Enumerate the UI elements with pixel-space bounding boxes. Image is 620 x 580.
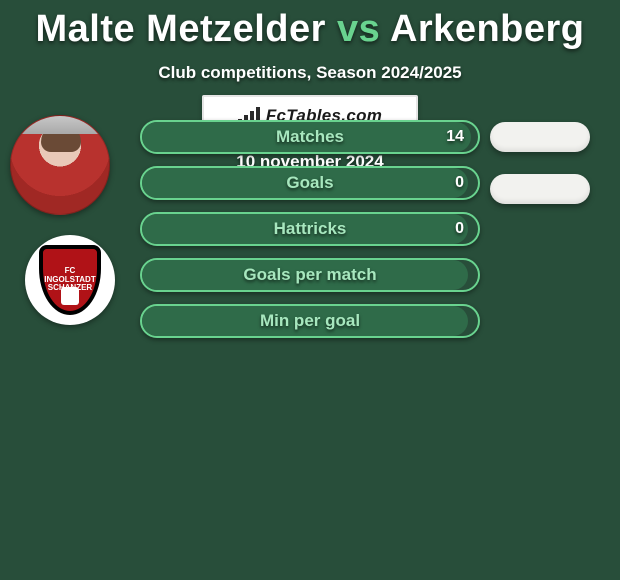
club-crest: FC INGOLSTADT SCHANZER	[25, 235, 115, 325]
subtitle: Club competitions, Season 2024/2025	[0, 63, 620, 83]
stat-bar-label: Goals	[286, 173, 333, 193]
stat-bar-value: 0	[455, 220, 464, 238]
avatars-column: FC INGOLSTADT SCHANZER	[10, 115, 120, 325]
comparison-pill	[490, 122, 590, 152]
player-photo	[10, 115, 110, 215]
stat-bars: Matches 14 Goals 0 Hattricks 0 Goals per match…	[140, 120, 480, 350]
title-player2: Arkenberg	[390, 8, 585, 50]
stat-bar: Matches 14	[140, 120, 480, 154]
stat-bar-label: Goals per match	[243, 265, 376, 285]
title-player1: Malte Metzelder	[35, 8, 325, 50]
page-title: Malte Metzelder vs Arkenberg	[0, 0, 620, 51]
stat-bar: Goals 0	[140, 166, 480, 200]
stat-bar-value: 14	[446, 128, 464, 146]
stat-bar: Min per goal	[140, 304, 480, 338]
stat-bar: Hattricks 0	[140, 212, 480, 246]
stat-bar-label: Min per goal	[260, 311, 360, 331]
stat-bar-value: 0	[455, 174, 464, 192]
comparison-pill	[490, 174, 590, 204]
title-vs: vs	[337, 8, 380, 50]
stat-bar-label: Matches	[276, 127, 344, 147]
crest-text: FC INGOLSTADT SCHANZER	[39, 245, 101, 315]
stat-bar-label: Hattricks	[274, 219, 347, 239]
stat-bar: Goals per match	[140, 258, 480, 292]
right-blobs	[490, 122, 610, 226]
